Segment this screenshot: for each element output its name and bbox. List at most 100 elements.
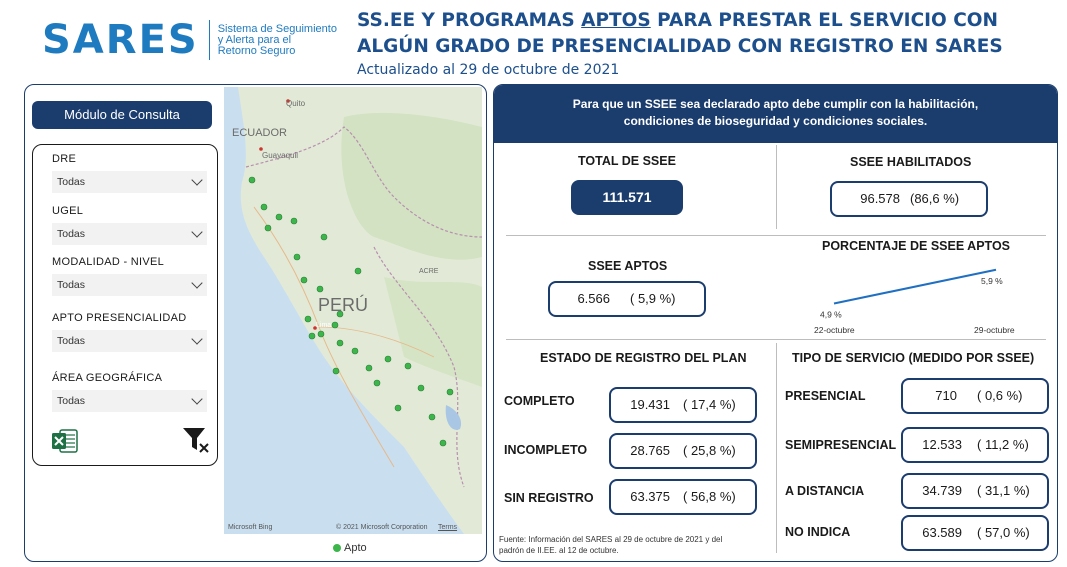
legend-dot-icon (333, 544, 341, 552)
filter-value-modalidad: Todas (57, 279, 86, 291)
page-title: SS.EE Y PROGRAMAS APTOS PARA PRESTAR EL … (357, 8, 1007, 60)
logo-separator (208, 20, 210, 60)
filter-value-ugel: Todas (57, 228, 86, 240)
tipo-pct: ( 0,6 %) (977, 388, 1023, 403)
chevron-down-icon (191, 333, 203, 345)
map-legend: Apto (333, 542, 367, 554)
logo-subtitle-line2: y Alerta para el (217, 33, 292, 46)
tipo-label-no-indica: NO INDICA (785, 525, 851, 539)
tipo-label-semipresencial: SEMIPRESENCIAL (785, 438, 897, 452)
apto-marker (290, 217, 298, 225)
tipo-label-a-distancia: A DISTANCIA (785, 484, 865, 498)
map-terms-link[interactable]: Terms (438, 524, 458, 531)
tipo-value-box: 710 ( 0,6 %) (901, 378, 1049, 414)
filter-select-modalidad[interactable]: Todas (52, 274, 207, 296)
apto-marker (248, 176, 256, 184)
map-label-ecuador: ECUADOR (232, 127, 288, 139)
estado-label-sin-registro: SIN REGISTRO (504, 491, 594, 505)
apto-marker (275, 213, 283, 221)
filter-box: DRE Todas UGEL Todas MODALIDAD - NIVEL T… (32, 144, 218, 466)
habilitados-title: SSEE HABILITADOS (850, 155, 972, 169)
apto-marker (384, 355, 392, 363)
tipo-pct: ( 57,0 %) (977, 525, 1030, 540)
estado-pct: ( 25,8 %) (683, 443, 736, 458)
filter-value-dre: Todas (57, 176, 86, 188)
estado-value-box: 19.431 ( 17,4 %) (609, 387, 757, 423)
estado-pct: ( 17,4 %) (683, 397, 736, 412)
estado-value: 19.431 (630, 397, 670, 412)
clear-filter-icon[interactable] (181, 425, 211, 455)
logo-subtitle-line3: Retorno Seguro (217, 44, 296, 57)
apto-marker (316, 285, 324, 293)
apto-marker (354, 267, 362, 275)
series-line (833, 268, 997, 305)
estado-label-incompleto: INCOMPLETO (504, 443, 588, 457)
data-label: 4,9 % (820, 310, 842, 320)
divider (776, 145, 777, 229)
apto-marker (446, 388, 454, 396)
excel-export-icon[interactable] (51, 427, 79, 455)
x-tick-label: 22-octubre (814, 325, 855, 335)
estado-pct: ( 56,8 %) (683, 489, 736, 504)
tipo-value: 12.533 (922, 437, 962, 452)
filter-value-area: Todas (57, 395, 86, 407)
apto-marker (428, 413, 436, 421)
tipo-value-box: 63.589 ( 57,0 %) (901, 515, 1049, 551)
apto-marker (320, 233, 328, 241)
apto-marker (404, 362, 412, 370)
tipo-value: 34.739 (922, 483, 962, 498)
filter-select-dre[interactable]: Todas (52, 171, 207, 193)
map-label-acre: ACRE (419, 268, 439, 275)
estado-value: 28.765 (630, 443, 670, 458)
map-label-peru: PERÚ (318, 295, 369, 315)
apto-marker (351, 347, 359, 355)
right-panel: Para que un SSEE sea declarado apto debe… (493, 84, 1058, 562)
total-value: 111.571 (571, 180, 683, 215)
divider (776, 343, 777, 553)
title-part1: SS.EE Y PROGRAMAS (357, 10, 582, 31)
habilitados-value: 96.578 (860, 191, 900, 206)
porcentaje-title: PORCENTAJE DE SSEE APTOS (822, 239, 1011, 253)
apto-marker (336, 339, 344, 347)
banner-line1: Para que un SSEE sea declarado apto debe… (572, 97, 979, 111)
aptos-value: 6.566 (577, 291, 610, 306)
apto-marker (417, 384, 425, 392)
aptos-title: SSEE APTOS (588, 259, 668, 273)
source-note: Fuente: Información del SARES al 29 de o… (499, 534, 769, 556)
filter-label-dre: DRE (52, 153, 77, 165)
habilitados-pct: (86,6 %) (910, 191, 960, 206)
map-provider: Microsoft Bing (228, 524, 273, 531)
tipo-value: 63.589 (922, 525, 962, 540)
aptos-pct: ( 5,9 %) (630, 291, 676, 306)
filter-select-apto[interactable]: Todas (52, 330, 207, 352)
apto-marker (331, 321, 339, 329)
filter-select-ugel[interactable]: Todas (52, 223, 207, 245)
apto-marker (317, 330, 325, 338)
chevron-down-icon (191, 393, 203, 405)
apto-marker (260, 203, 268, 211)
left-panel: Módulo de Consulta DRE Todas UGEL Todas … (24, 84, 487, 562)
apto-marker (293, 253, 301, 261)
chevron-down-icon (191, 226, 203, 238)
map-copyright: © 2021 Microsoft Corporation (336, 524, 428, 531)
estado-value-box: 63.375 ( 56,8 %) (609, 479, 757, 515)
source-line2: padrón de II.EE. al 12 de octubre. (499, 546, 619, 555)
habilitados-value-box: 96.578 (86,6 %) (830, 181, 988, 217)
logo-word: SARES (42, 17, 199, 63)
filter-label-ugel: UGEL (52, 205, 84, 217)
apto-marker (373, 379, 381, 387)
info-banner: Para que un SSEE sea declarado apto debe… (494, 85, 1057, 143)
filter-label-modalidad: MODALIDAD - NIVEL (52, 256, 165, 268)
logo-subtitle: Sistema de Seguimiento y Alerta para el … (217, 23, 338, 57)
filter-label-apto: APTO PRESENCIALIDAD (52, 312, 187, 324)
updated-date: Actualizado al 29 de octubre de 2021 (357, 62, 620, 78)
divider (506, 235, 1046, 236)
filter-select-area[interactable]: Todas (52, 390, 207, 412)
map-peru[interactable]: ECUADOR Quito Guayaquil PERÚ ACRE Lima M… (224, 87, 482, 534)
estado-value: 63.375 (630, 489, 670, 504)
estado-title: ESTADO DE REGISTRO DEL PLAN (540, 351, 747, 365)
filter-value-apto: Todas (57, 335, 86, 347)
apto-marker (336, 310, 344, 318)
filter-label-area: ÁREA GEOGRÁFICA (52, 372, 163, 384)
map-canvas (224, 87, 482, 534)
